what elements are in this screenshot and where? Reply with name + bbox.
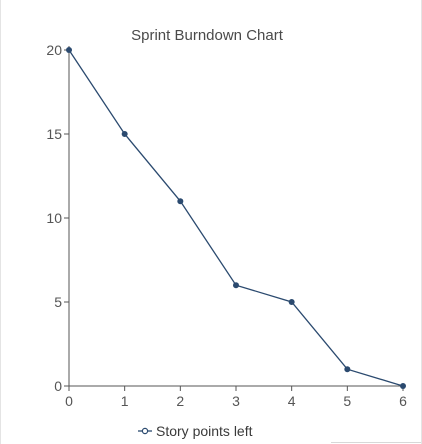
data-point xyxy=(177,198,184,205)
x-tick-label: 2 xyxy=(176,393,184,409)
data-point xyxy=(66,47,72,53)
frame-divider xyxy=(331,442,421,443)
y-tick-label: 0 xyxy=(54,378,62,394)
x-tick-label: 0 xyxy=(65,393,73,409)
legend-label: Story points left xyxy=(156,423,253,439)
x-tick-label: 1 xyxy=(121,393,129,409)
data-point xyxy=(121,131,128,137)
plot-area xyxy=(66,47,406,389)
y-tick-label: 5 xyxy=(54,294,62,310)
y-tick-label: 10 xyxy=(46,210,62,226)
x-tick-label: 3 xyxy=(232,393,240,409)
data-point xyxy=(400,383,406,389)
y-tick-label: 20 xyxy=(46,42,62,58)
axes: 0 5 10 15 20 0 1 2 3 4 5 6 xyxy=(46,42,407,409)
data-point xyxy=(288,299,295,305)
x-tick-label: 5 xyxy=(343,393,351,409)
chart-title: Sprint Burndown Chart xyxy=(131,27,284,44)
legend[interactable]: Story points left xyxy=(138,423,253,439)
x-tick-label: 4 xyxy=(288,393,296,409)
data-point xyxy=(233,282,239,289)
y-tick-label: 15 xyxy=(46,126,62,142)
legend-point-marker xyxy=(141,427,149,435)
series-line xyxy=(68,49,404,387)
x-tick-label: 6 xyxy=(399,393,407,409)
data-point xyxy=(344,366,351,373)
